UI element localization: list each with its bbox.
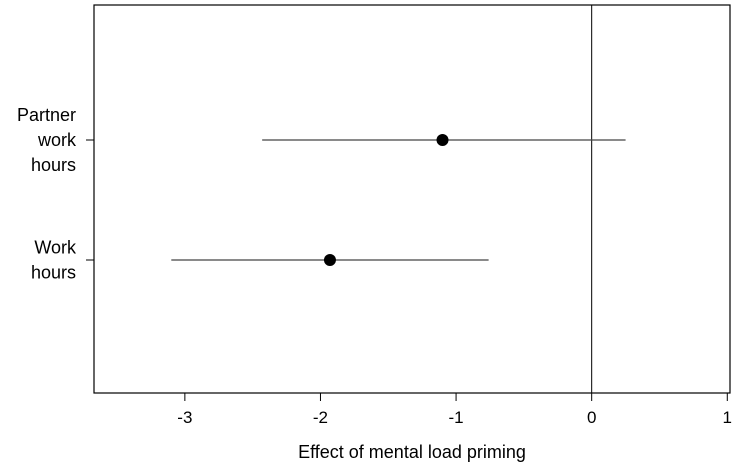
- point-estimate: [323, 254, 336, 266]
- x-axis-title: Effect of mental load priming: [298, 442, 526, 462]
- y-category-label-line: hours: [31, 155, 76, 175]
- y-category-label-line: hours: [31, 263, 76, 283]
- y-category-label: Work hours: [31, 238, 77, 283]
- point-estimate: [436, 134, 449, 146]
- x-tick-label: -2: [313, 408, 328, 427]
- y-category-label-line: work: [37, 130, 77, 150]
- y-category-label-line: Partner: [17, 105, 76, 125]
- x-axis: -3 -2 -1 0 1: [177, 393, 732, 427]
- y-axis: Partner work hours Work hours: [17, 105, 94, 283]
- x-tick-label: -1: [449, 408, 464, 427]
- x-tick-label: -3: [177, 408, 192, 427]
- plot-frame: [93, 4, 731, 394]
- y-category-label: Partner work hours: [17, 105, 77, 175]
- x-tick-label: 1: [723, 408, 732, 427]
- x-tick-label: 0: [587, 408, 596, 427]
- estimate-series: [171, 134, 626, 266]
- y-category-label-line: Work: [34, 238, 77, 258]
